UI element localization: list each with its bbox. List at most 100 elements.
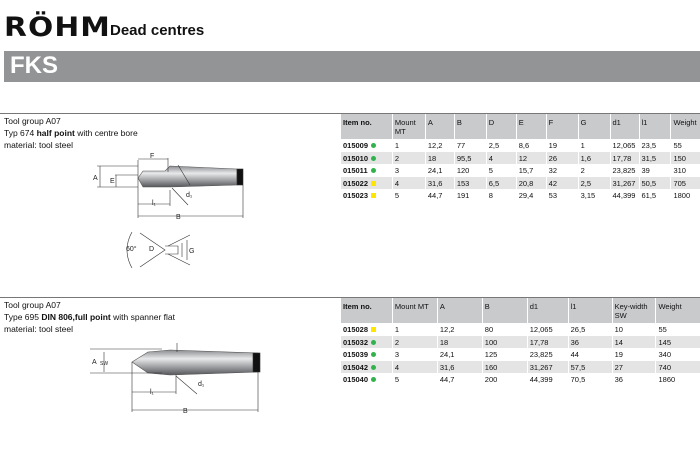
table-cell: 50,5 [638, 176, 671, 189]
item-number-cell: 015023 [340, 189, 393, 202]
table-cell: 6,5 [485, 176, 517, 189]
material: material: tool steel [4, 140, 73, 150]
item-number[interactable]: 015028 [343, 325, 369, 334]
table-cell: 100 [481, 335, 528, 348]
table-cell: 4 [485, 151, 517, 164]
table-cell: 3,15 [577, 189, 611, 202]
table-cell: 19 [545, 139, 579, 152]
table-cell: 12,2 [436, 323, 483, 336]
table-cell: 310 [670, 164, 700, 177]
table-cell: 17,78 [526, 335, 569, 348]
tool-body [137, 165, 238, 188]
column-header: Mount MT [391, 298, 438, 323]
tool-group: Tool group A07 [4, 300, 61, 310]
dim-A: A [92, 359, 97, 366]
column-header: G [577, 114, 611, 139]
table-cell: 12,2 [424, 139, 455, 152]
availability-dot-icon [371, 339, 377, 345]
item-number[interactable]: 015040 [343, 375, 369, 384]
column-header: Mount MT [391, 114, 426, 139]
table-cell: 145 [655, 335, 700, 348]
column-header: l1 [567, 298, 613, 323]
table-cell: 55 [655, 323, 700, 336]
table-cell: 153 [453, 176, 487, 189]
section-divider [0, 297, 700, 298]
availability-dot-icon [370, 168, 376, 173]
table-cell: 340 [655, 348, 700, 361]
dim-SW: SW [100, 361, 108, 367]
table-row: 015011 3 24,1 120 5 15,7 32 2 23,825 39 310 [340, 164, 700, 177]
item-number[interactable]: 015022 [343, 178, 369, 188]
item-number-cell: 015042 [340, 360, 393, 373]
table-cell: 29,4 [515, 189, 547, 202]
table-cell: 70,5 [567, 373, 613, 386]
column-header: Weight [655, 298, 700, 323]
tool-type: Typ 674 half point with centre bore [4, 128, 138, 138]
dim-angle: 60° [126, 245, 137, 253]
item-number[interactable]: 015032 [343, 337, 369, 347]
table-cell: 31,6 [436, 360, 483, 373]
table-cell: 31,267 [609, 176, 639, 189]
column-header: D [485, 114, 517, 139]
table-row: 015010 2 18 95,5 4 12 26 1,6 17,78 31,5 150 [340, 151, 700, 164]
table-cell: 57,5 [567, 360, 613, 373]
tool-end [252, 352, 261, 373]
item-number[interactable]: 015039 [343, 350, 369, 359]
table-row: 015022 4 31,6 153 6,5 20,8 42 2,5 31,267 50,5 705 [340, 176, 700, 189]
column-header: A [424, 114, 455, 139]
table-cell: 44,7 [436, 373, 483, 386]
half-point-centre-drawing [97, 158, 244, 269]
table-cell: 23,5 [638, 139, 671, 152]
table-cell: 150 [670, 151, 700, 164]
tool-group: Tool group A07 [4, 116, 61, 126]
table-cell: 44,399 [526, 373, 569, 386]
tool-end [236, 168, 244, 186]
table-cell: 1 [577, 139, 611, 152]
availability-square-icon [371, 180, 377, 186]
dim-F: F [150, 153, 154, 160]
column-header: E [515, 114, 547, 139]
table-cell: 24,1 [424, 164, 455, 177]
table-cell: 8 [485, 189, 517, 202]
column-header: Weight [670, 114, 700, 139]
table-cell: 8,6 [515, 139, 547, 152]
page-title: Dead centres [110, 22, 205, 39]
item-number-cell: 015040 [340, 373, 393, 386]
dim-d1: d₁ [198, 381, 205, 388]
table-cell: 32 [545, 164, 579, 177]
table-cell: 61,5 [638, 189, 671, 202]
item-number[interactable]: 015009 [343, 141, 369, 150]
item-number[interactable]: 015010 [343, 153, 369, 163]
table-cell: 4 [391, 176, 426, 189]
table-row: 015042 4 31,6 160 31,267 57,5 27 740 [340, 360, 700, 373]
item-number[interactable]: 015042 [343, 362, 369, 372]
availability-dot-icon [371, 155, 377, 161]
item-number[interactable]: 015011 [343, 166, 368, 175]
section-2-info: Tool group A07 Type 695 DIN 806,full poi… [4, 299, 175, 335]
column-header: d1 [609, 114, 639, 139]
table-cell: 42 [545, 176, 579, 189]
table-row: 015023 5 44,7 191 8 29,4 53 3,15 44,399 61,5 1800 [340, 189, 700, 202]
dim-l1: l₁ [152, 200, 157, 207]
table-cell: 19 [611, 348, 656, 361]
item-number[interactable]: 015023 [343, 191, 369, 200]
table-cell: 5 [391, 373, 438, 386]
dim-E: E [110, 178, 115, 185]
table-cell: 5 [485, 164, 517, 177]
table-row: 015032 2 18 100 17,78 36 14 145 [340, 335, 700, 348]
table-cell: 17,78 [609, 151, 639, 164]
column-header: A [436, 298, 483, 323]
column-header: l1 [638, 114, 671, 139]
table-cell: 26 [545, 151, 579, 164]
table-cell: 160 [481, 360, 528, 373]
availability-square-icon [371, 193, 377, 198]
table-row: 015040 5 44,7 200 44,399 70,5 36 1860 [340, 373, 700, 386]
dim-A: A [93, 175, 98, 182]
table-cell: 18 [424, 151, 455, 164]
table-cell: 18 [436, 335, 483, 348]
table-cell: 23,825 [609, 164, 639, 177]
column-header: Item no. [340, 298, 393, 323]
table-cell: 44,399 [609, 189, 639, 202]
table-cell: 12,065 [526, 323, 569, 336]
